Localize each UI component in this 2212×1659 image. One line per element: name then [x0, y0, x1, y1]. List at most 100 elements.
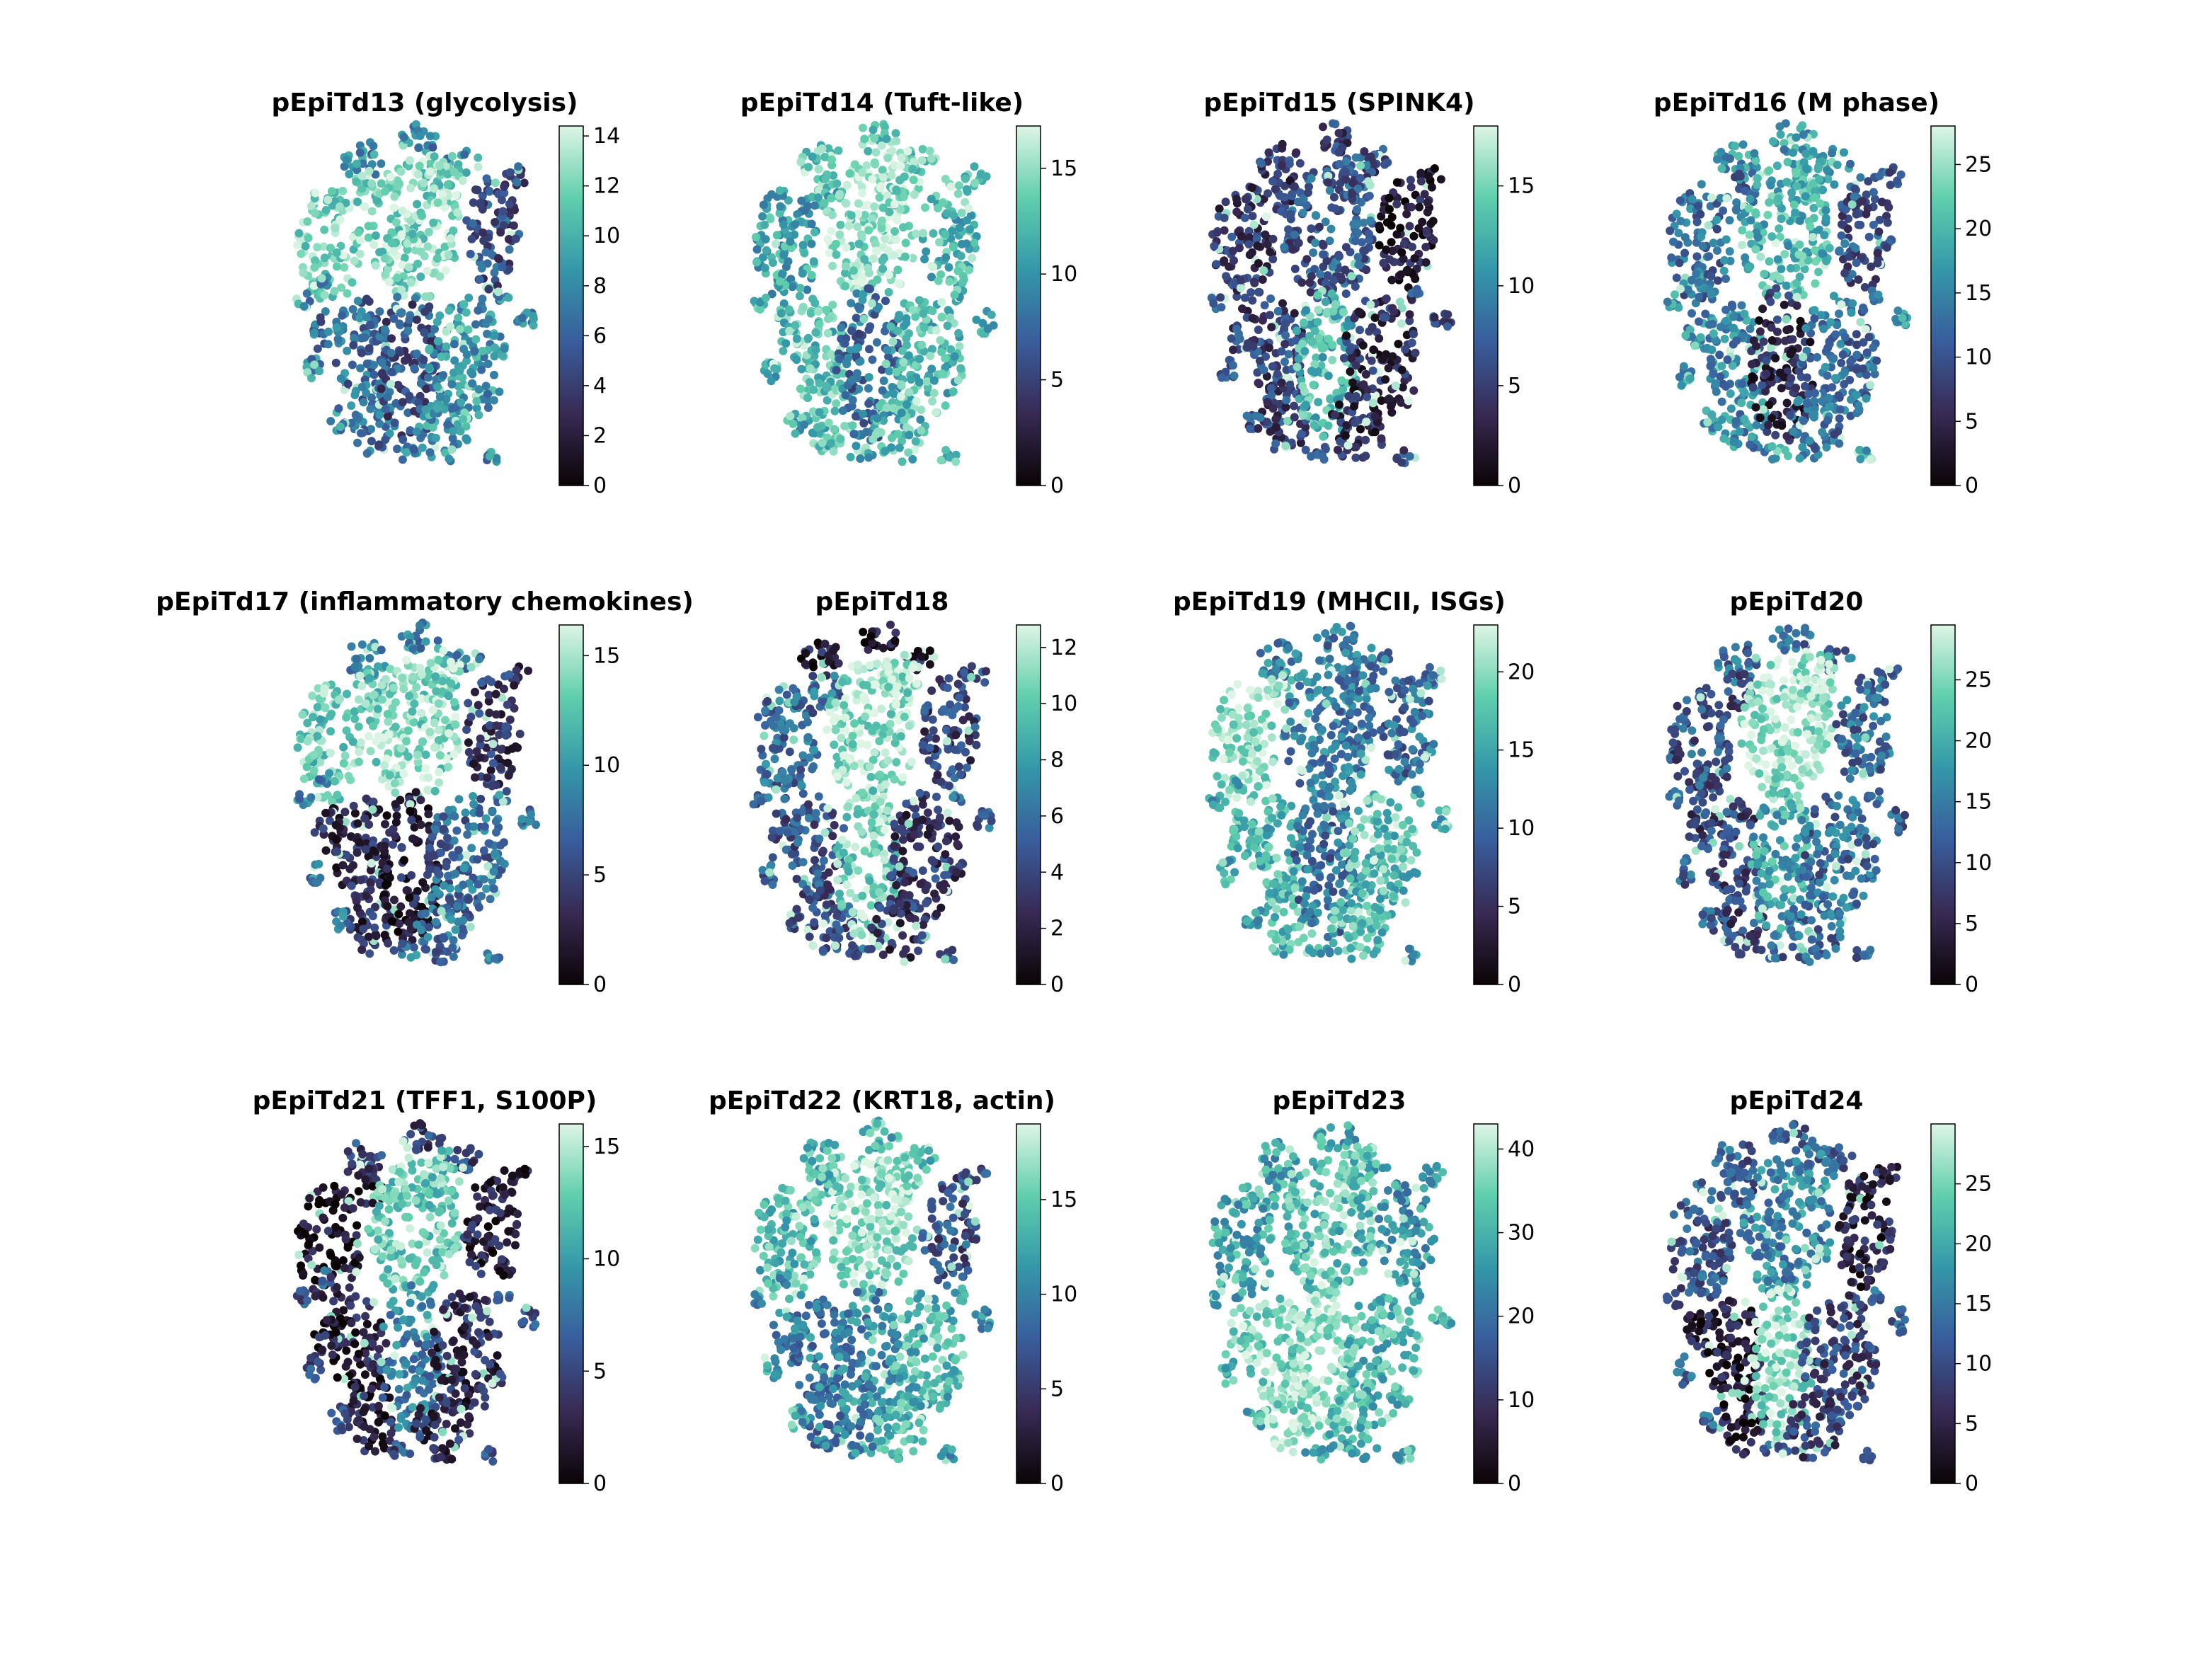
scatter-point: [490, 370, 498, 379]
scatter-point: [1409, 231, 1419, 241]
scatter-point: [941, 230, 950, 239]
scatter-point: [1726, 404, 1736, 413]
scatter-point: [321, 846, 331, 855]
scatter-point: [385, 771, 394, 780]
scatter-point: [1731, 142, 1740, 151]
panel-title: pEpiTd15 (SPINK4): [1203, 88, 1474, 117]
scatter-point: [1387, 221, 1396, 230]
scatter-point: [1326, 224, 1336, 234]
scatter-point: [859, 419, 869, 427]
scatter-point: [383, 392, 392, 401]
scatter-point: [338, 311, 347, 320]
scatter-point: [1826, 318, 1835, 327]
scatter-point: [784, 305, 793, 314]
scatter-point: [1411, 348, 1420, 357]
scatter-point: [476, 198, 486, 207]
scatter-point: [1271, 439, 1280, 448]
colorbar-tick-label: 25: [1965, 152, 1992, 177]
scatter-point: [1818, 185, 1828, 195]
scatter-point: [477, 264, 486, 272]
scatter-point: [815, 319, 824, 328]
scatter-point: [499, 221, 508, 230]
scatter-point: [864, 226, 873, 235]
scatter-point: [1230, 372, 1239, 380]
scatter-point: [1861, 325, 1870, 334]
scatter-point: [1245, 251, 1254, 260]
scatter-point: [353, 848, 362, 857]
scatter-point: [1356, 161, 1365, 171]
scatter-point: [803, 202, 812, 211]
scatter-point: [367, 437, 376, 446]
scatter-point: [353, 438, 362, 447]
scatter-point: [303, 737, 312, 746]
scatter-point: [408, 672, 418, 682]
scatter-point: [1335, 159, 1344, 168]
scatter-point: [485, 452, 494, 461]
scatter-point: [1847, 200, 1857, 209]
scatter-point: [440, 405, 449, 414]
scatter-point: [1838, 350, 1847, 360]
scatter-point: [1859, 338, 1868, 347]
scatter-point: [1397, 248, 1406, 257]
scatter-point: [803, 285, 812, 294]
scatter-point: [1821, 362, 1830, 372]
scatter-point: [1679, 362, 1688, 371]
scatter-point: [418, 443, 427, 452]
scatter-point: [424, 227, 433, 236]
scatter-point: [1773, 255, 1782, 264]
scatter-point: [935, 238, 944, 247]
scatter-point: [488, 781, 497, 791]
scatter-point: [937, 369, 946, 379]
scatter-point: [496, 745, 505, 754]
scatter-point: [406, 183, 416, 193]
scatter-point: [1713, 246, 1721, 255]
scatter-point: [779, 346, 788, 355]
scatter-point: [1810, 314, 1819, 323]
scatter-point: [1821, 206, 1830, 215]
scatter-point: [462, 168, 471, 177]
scatter-point: [467, 234, 476, 243]
scatter-point: [1236, 283, 1245, 292]
scatter-point: [320, 253, 329, 263]
scatter-point: [1680, 233, 1690, 242]
scatter-point: [1692, 252, 1702, 261]
scatter-point: [847, 211, 856, 220]
scatter-point: [430, 324, 439, 333]
scatter-point: [791, 220, 800, 229]
scatter-point: [418, 737, 427, 747]
scatter-point: [1280, 357, 1289, 367]
scatter-point: [439, 371, 448, 380]
scatter-point: [299, 302, 309, 311]
colorbar-tick-label: 10: [1508, 274, 1535, 299]
scatter-point: [929, 263, 938, 272]
scatter-point: [327, 187, 336, 196]
scatter-point: [451, 712, 460, 721]
scatter-point: [1300, 318, 1308, 327]
scatter-point: [762, 246, 771, 255]
scatter-point: [393, 273, 402, 282]
scatter-point: [964, 204, 973, 213]
scatter-point: [1852, 330, 1861, 339]
scatter-point: [852, 314, 861, 323]
scatter-point: [881, 297, 890, 306]
scatter-point: [356, 364, 365, 373]
scatter-point: [878, 203, 888, 212]
scatter-point: [922, 247, 931, 256]
scatter-point: [788, 282, 797, 292]
scatter-point: [890, 200, 899, 209]
scatter-point: [473, 185, 482, 195]
scatter-point: [416, 621, 424, 630]
scatter-point: [1290, 309, 1299, 318]
scatter-point: [885, 270, 893, 280]
scatter-point: [366, 878, 375, 887]
scatter-point: [1748, 383, 1758, 392]
scatter-point: [1801, 192, 1810, 201]
scatter-point: [1707, 193, 1716, 202]
scatter-point: [462, 654, 471, 663]
scatter-point: [1856, 318, 1865, 327]
scatter-point: [347, 401, 356, 411]
scatter-point: [452, 650, 462, 660]
scatter-point: [1399, 239, 1409, 248]
scatter-point: [929, 376, 939, 385]
scatter-point: [779, 251, 789, 260]
